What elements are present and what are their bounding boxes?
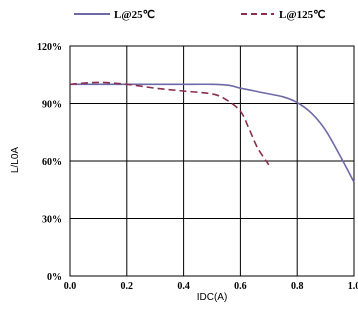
legend-label-125c: L@125℃: [279, 9, 325, 21]
y-tick-label: 60%: [42, 157, 62, 168]
plot-area: [69, 45, 355, 277]
series-line-25c: [70, 83, 355, 183]
x-tick-label: 0.0: [64, 281, 77, 292]
x-tick-label: 0.2: [121, 281, 134, 292]
tick-layer: 0.0 0.2 0.4 0.6 0.8 1.0 0% 30% 60% 90% 120%: [37, 42, 358, 292]
x-tick-label: 1.0: [348, 281, 358, 292]
y-axis-title: L/L0A: [10, 147, 21, 173]
legend-label-25c: L@25℃: [114, 9, 155, 21]
x-axis-title: IDC(A): [197, 292, 228, 303]
legend: L@25℃ L@125℃: [74, 9, 325, 21]
x-tick-label: 0.4: [177, 281, 190, 292]
y-tick-label: 0%: [47, 272, 62, 283]
y-tick-label: 120%: [37, 42, 62, 53]
series-line-125c: [69, 81, 270, 166]
y-tick-label: 30%: [42, 215, 62, 226]
x-tick-label: 0.6: [234, 281, 247, 292]
x-tick-label: 0.8: [291, 281, 304, 292]
series-layer: [69, 81, 355, 183]
y-tick-label: 90%: [42, 100, 62, 111]
